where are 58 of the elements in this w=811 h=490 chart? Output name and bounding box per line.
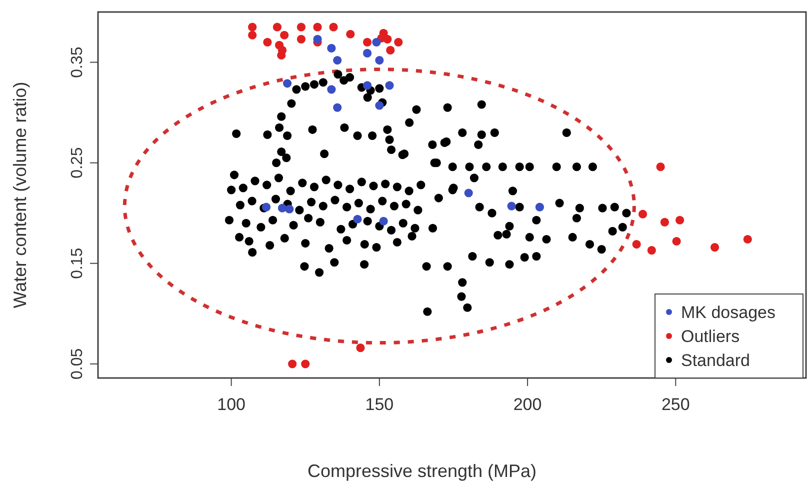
point — [313, 22, 322, 32]
point — [676, 216, 684, 224]
point — [647, 246, 656, 255]
point — [710, 242, 720, 252]
point — [296, 22, 306, 32]
point — [660, 218, 669, 226]
point — [280, 30, 289, 40]
point — [464, 188, 473, 198]
point — [362, 48, 372, 58]
point — [507, 202, 516, 210]
y-tick-label: 0.25 — [69, 147, 86, 178]
point — [353, 214, 362, 224]
point — [288, 360, 297, 368]
point — [535, 202, 544, 212]
point — [375, 101, 384, 110]
y-axis-title: Water content (volume ratio) — [10, 82, 30, 308]
legend-label: Standard — [681, 351, 750, 370]
point — [394, 38, 403, 46]
legend-label: MK dosages — [681, 303, 776, 322]
y-tick-label: 0.15 — [69, 248, 86, 279]
point — [329, 22, 338, 32]
x-axis-title: Compressive strength (MPa) — [307, 461, 537, 481]
point — [278, 204, 287, 212]
point — [313, 34, 322, 44]
point — [743, 234, 752, 244]
x-tick-label: 200 — [513, 395, 542, 414]
point — [356, 344, 365, 352]
x-tick-label: 100 — [217, 395, 246, 414]
point — [385, 81, 394, 90]
point — [362, 38, 372, 46]
point — [638, 210, 648, 218]
point — [248, 30, 257, 40]
point — [346, 30, 355, 38]
legend-label: Outliers — [681, 327, 740, 346]
y-tick-label: 0.05 — [69, 348, 86, 380]
point — [333, 103, 342, 112]
x-tick-label: 150 — [365, 395, 394, 414]
point — [327, 85, 336, 94]
point — [248, 22, 257, 32]
point — [362, 81, 372, 90]
point — [632, 240, 641, 249]
point — [372, 38, 381, 46]
point — [285, 204, 294, 214]
point — [282, 79, 292, 88]
point — [327, 44, 336, 52]
point — [333, 56, 342, 65]
y-tick-label: 0.35 — [69, 46, 86, 78]
point — [262, 202, 271, 212]
point — [301, 360, 310, 368]
point — [656, 162, 665, 172]
point — [672, 236, 681, 246]
point — [379, 216, 388, 226]
point — [386, 46, 395, 54]
point — [375, 56, 384, 65]
point — [263, 38, 272, 46]
point — [272, 22, 282, 32]
x-tick-label: 250 — [661, 395, 690, 414]
point — [296, 34, 306, 44]
